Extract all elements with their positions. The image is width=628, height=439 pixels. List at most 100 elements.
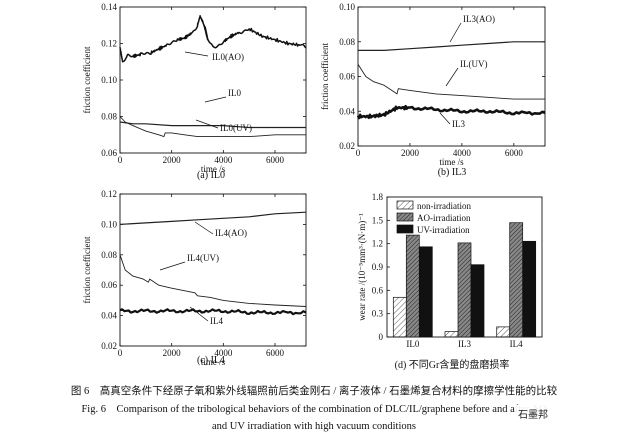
legend-swatch	[396, 224, 414, 234]
series-line-il3	[356, 104, 546, 120]
y-tick-label: 0.9	[372, 262, 384, 272]
x-tick-label: 6000	[505, 148, 524, 158]
y-tick-label: 0.06	[101, 148, 117, 158]
series-label: IL3	[452, 119, 465, 129]
y-tick-label: 0.04	[339, 106, 355, 116]
series-line-il0-ao-	[119, 14, 307, 63]
y-tick-label: 0.08	[101, 250, 117, 260]
panel-caption: (b) IL3	[438, 167, 467, 178]
category-label: IL3	[458, 339, 471, 349]
x-tick-label: 2000	[401, 148, 420, 158]
category-label: IL0	[406, 339, 419, 349]
y-axis-label: friction coefficient	[320, 42, 330, 110]
bar-non-irradiation-IL4	[496, 326, 511, 338]
watermark: 石墨邦	[515, 405, 551, 422]
series-line-il4	[119, 308, 307, 316]
panel-caption: (a) IL0	[197, 170, 225, 181]
label-leader-line	[449, 22, 462, 43]
series-line-il0	[119, 121, 306, 129]
label-leader-line	[159, 261, 186, 271]
legend-label: UV-irradiation	[417, 225, 470, 235]
panel-caption: (c) IL4	[197, 355, 225, 366]
x-tick-label: 2000	[163, 348, 182, 358]
x-tick-label: 0	[118, 155, 123, 165]
label-leader-line	[189, 306, 209, 322]
x-tick-label: 0	[356, 148, 361, 158]
y-tick-label: 0.06	[339, 72, 355, 82]
series-label: IL0(UV)	[220, 123, 252, 133]
bar-UV-irradiation-IL3	[470, 264, 485, 338]
figure-caption-cn: 图 6 高真空条件下经原子氧和紫外线辐照前后类金刚石 / 离子液体 / 石墨烯复…	[70, 386, 558, 397]
y-axis-label: friction coefficient	[82, 46, 92, 114]
series-label: IL3(AO)	[463, 14, 495, 24]
bar-UV-irradiation-IL4	[522, 240, 537, 338]
plot-frame	[119, 193, 307, 347]
x-axis-label: time /s	[439, 157, 464, 167]
figure-caption-en-line2: and UV irradiation with high vacuum cond…	[212, 421, 416, 432]
y-tick-label: 1.2	[372, 239, 383, 249]
x-tick-label: 4000	[214, 155, 233, 165]
y-tick-label: 0.02	[101, 341, 117, 351]
series-label: IL4(AO)	[215, 228, 247, 238]
bar-non-irradiation-IL3	[444, 331, 459, 338]
legend-label: non-irradiation	[417, 201, 471, 211]
y-axis-label: friction coefficient	[82, 236, 92, 304]
series-line-il3-ao-	[358, 41, 545, 51]
category-label: IL4	[510, 339, 523, 349]
x-axis-label: time /s	[201, 164, 226, 174]
panel-b-il3: 0 2000 4000 6000 0.02 0.04 0.06 0.08 0.10 time /s…	[320, 2, 546, 178]
bar-AO-irradiation-IL4	[509, 222, 524, 338]
series-label: IL(UV)	[460, 59, 488, 69]
figure-caption-en-line1: Fig. 6 Comparison of the tribological be…	[81, 404, 547, 415]
series-line-il4-ao-	[119, 211, 307, 225]
y-tick-label: 0.10	[339, 2, 355, 12]
label-leader-line	[194, 221, 214, 235]
bar-non-irradiation-IL0	[392, 296, 407, 338]
plot-frame	[119, 6, 307, 154]
label-leader-line	[195, 119, 219, 129]
y-axis-label: wear rate /(10⁻⁵mm³·(N·m)⁻¹	[357, 213, 367, 321]
x-axis-label: time /s	[201, 357, 226, 367]
x-tick-label: 4000	[214, 348, 233, 358]
y-tick-label: 0.08	[339, 37, 355, 47]
y-tick-label: 0.12	[101, 189, 117, 199]
legend-swatch	[396, 200, 414, 210]
panel-caption: (d) 不同Gr含量的盘磨损率	[395, 358, 510, 371]
y-tick-label: 0.10	[101, 75, 117, 85]
series-label: IL0(AO)	[212, 52, 244, 62]
x-tick-label: 6000	[266, 155, 285, 165]
y-tick-label: 1.8	[372, 192, 384, 202]
x-tick-label: 6000	[266, 348, 285, 358]
y-tick-label: 0.04	[101, 311, 117, 321]
y-tick-label: 1.5	[372, 215, 384, 225]
label-leader-line	[445, 67, 459, 87]
bar-UV-irradiation-IL0	[418, 246, 433, 338]
y-tick-label: 0.06	[101, 280, 117, 290]
label-leader-line	[184, 51, 209, 57]
series-line-il4-uv-	[119, 254, 307, 307]
y-tick-label: 0.02	[339, 141, 355, 151]
y-tick-label: 0.12	[101, 39, 117, 49]
y-tick-label: 0.08	[101, 112, 117, 122]
series-label: IL4	[210, 316, 223, 326]
x-tick-label: 2000	[163, 155, 182, 165]
label-leader-line	[204, 96, 227, 103]
legend-label: AO-irradiation	[417, 213, 471, 223]
panel-d-wear-rate: 0 0.3 0.6 0.9 1.2 1.5 1.8 wear rate /(10⁻⁵mm³·(…	[357, 192, 543, 371]
panel-c-il4: 0 2000 4000 6000 0.02 0.04 0.06 0.08 0.10 0.12 tim…	[82, 189, 307, 367]
x-tick-label: 4000	[453, 148, 472, 158]
series-line-il0-uv-	[119, 116, 306, 138]
x-tick-label: 0	[118, 348, 123, 358]
panel-a-il0: 0 2000 4000 6000 0.06 0.08 0.10 0.12 0.14 time /s…	[82, 2, 307, 181]
bar-AO-irradiation-IL0	[405, 234, 420, 338]
bar-AO-irradiation-IL3	[457, 242, 472, 338]
y-tick-label: 0.10	[101, 219, 117, 229]
y-tick-label: 0.6	[372, 285, 384, 295]
figure-panels: 0 2000 4000 6000 0.06 0.08 0.10 0.12 0.14 time /s…	[82, 2, 546, 371]
legend-swatch	[396, 212, 414, 222]
y-tick-label: 0	[379, 332, 384, 342]
label-leader-line	[439, 112, 451, 125]
series-label: IL0	[228, 88, 241, 98]
y-tick-label: 0.3	[372, 309, 384, 319]
series-line-il-uv-	[357, 64, 545, 100]
